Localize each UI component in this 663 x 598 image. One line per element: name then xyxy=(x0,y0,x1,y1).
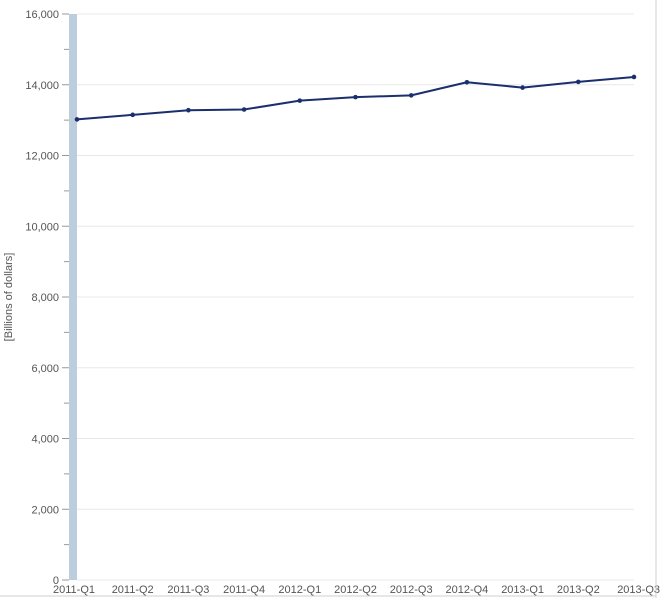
data-point xyxy=(130,112,135,118)
data-point xyxy=(631,74,637,80)
series-layer xyxy=(74,74,637,122)
data-point xyxy=(74,117,80,122)
x-tick-label: 2012-Q1 xyxy=(278,584,321,596)
gridlines xyxy=(77,13,634,581)
data-point xyxy=(297,98,303,103)
y-tick-label: 10,000 xyxy=(25,221,59,233)
x-tick-label: 2011-Q1 xyxy=(53,584,95,596)
y-tick-label: 2,000 xyxy=(31,504,59,516)
x-tick-label: 2011-Q3 xyxy=(167,584,209,596)
x-tick-label: 2012-Q3 xyxy=(390,584,433,596)
y-tick-label: 8,000 xyxy=(31,292,59,304)
x-tick-label: 2012-Q4 xyxy=(445,584,488,596)
data-point xyxy=(241,107,247,112)
y-tick-label: 16,000 xyxy=(25,9,59,21)
x-tick-label: 2013-Q1 xyxy=(501,584,544,596)
y-tick-label: 12,000 xyxy=(25,151,59,163)
data-point xyxy=(576,79,581,85)
x-tick-label: 2013-Q2 xyxy=(557,584,600,596)
x-axis-ticks: 2011-Q1 2011-Q2 2011-Q3 2011-Q4 2012-Q1 2012-… xyxy=(53,584,660,596)
data-point xyxy=(464,79,470,85)
data-point xyxy=(520,85,525,90)
y-axis-ticks: 0 2,000 4,000 6,000 8,000 10,000 12,000 14,000 1… xyxy=(25,9,69,587)
data-point xyxy=(408,93,414,98)
y-tick-label: 0 xyxy=(53,575,59,587)
x-tick-label: 2013-Q3 xyxy=(617,584,660,596)
x-tick-label: 2012-Q2 xyxy=(334,584,377,596)
y-axis-label: [Billions of dollars] xyxy=(3,253,15,342)
y-tick-label: 14,000 xyxy=(25,80,59,92)
data-point xyxy=(186,107,191,113)
data-point xyxy=(353,94,358,100)
y-axis-band xyxy=(69,14,77,580)
x-tick-label: 2011-Q4 xyxy=(223,584,265,596)
y-tick-label: 4,000 xyxy=(31,434,59,446)
y-tick-label: 6,000 xyxy=(31,363,59,375)
x-tick-label: 2011-Q2 xyxy=(112,584,154,596)
